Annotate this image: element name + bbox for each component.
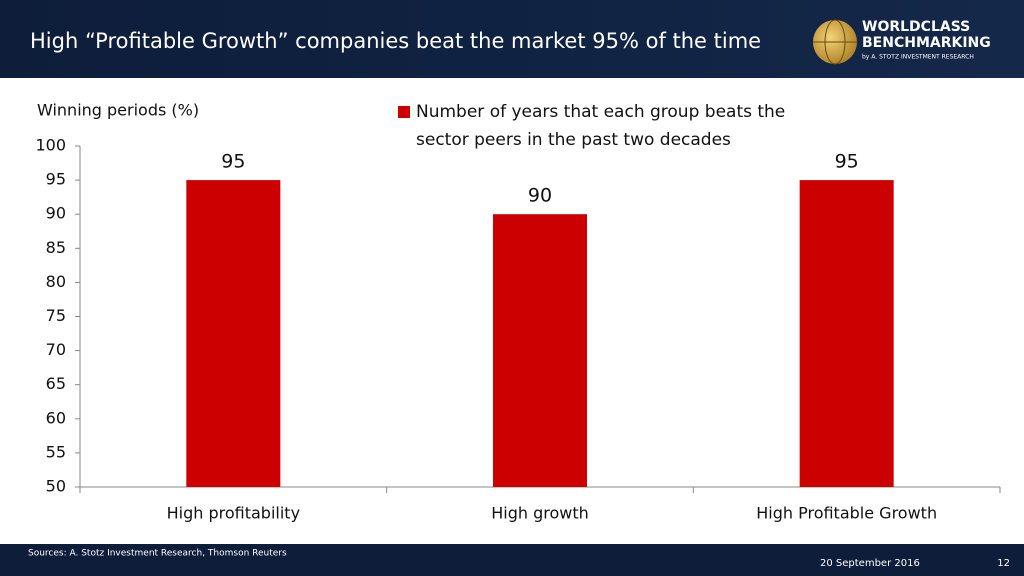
bar <box>799 180 894 487</box>
y-tick-label: 100 <box>35 136 66 155</box>
footer-band <box>0 544 1024 576</box>
bar <box>493 214 587 487</box>
y-tick-label: 90 <box>46 204 66 223</box>
data-label: 95 <box>221 151 245 173</box>
y-axis-label: Winning periods (%) <box>37 101 199 120</box>
y-tick-label: 80 <box>46 272 66 291</box>
logo-text: BENCHMARKING <box>862 35 991 51</box>
data-label: 90 <box>528 185 552 207</box>
date: 20 September 2016 <box>820 558 920 569</box>
y-tick-label: 50 <box>46 477 66 496</box>
legend-label: Number of years that each group beats th… <box>416 102 786 150</box>
y-tick-label: 60 <box>46 408 66 427</box>
x-tick-label: High profitability <box>167 504 300 523</box>
y-tick-label: 75 <box>46 306 66 325</box>
x-tick-label: High Profitable Growth <box>756 504 937 523</box>
y-tick-label: 95 <box>46 170 66 189</box>
logo-text: WORLDCLASS <box>862 19 970 35</box>
legend-swatch <box>398 106 410 118</box>
logo: WORLDCLASS BENCHMARKING by A. STOTZ INVE… <box>813 19 991 65</box>
slide-title: High “Profitable Growth” companies beat … <box>30 29 761 53</box>
y-tick-label: 55 <box>46 442 66 461</box>
logo-byline: by A. STOTZ INVESTMENT RESEARCH <box>862 54 974 61</box>
y-tick-label: 65 <box>46 374 66 393</box>
x-tick-label: High growth <box>491 504 589 523</box>
sources: Sources: A. Stotz Investment Research, T… <box>28 549 287 559</box>
page-number: 12 <box>997 558 1010 569</box>
y-tick-label: 70 <box>46 340 66 359</box>
y-tick-label: 85 <box>46 238 66 257</box>
bar <box>186 180 281 487</box>
data-label: 95 <box>835 151 859 173</box>
